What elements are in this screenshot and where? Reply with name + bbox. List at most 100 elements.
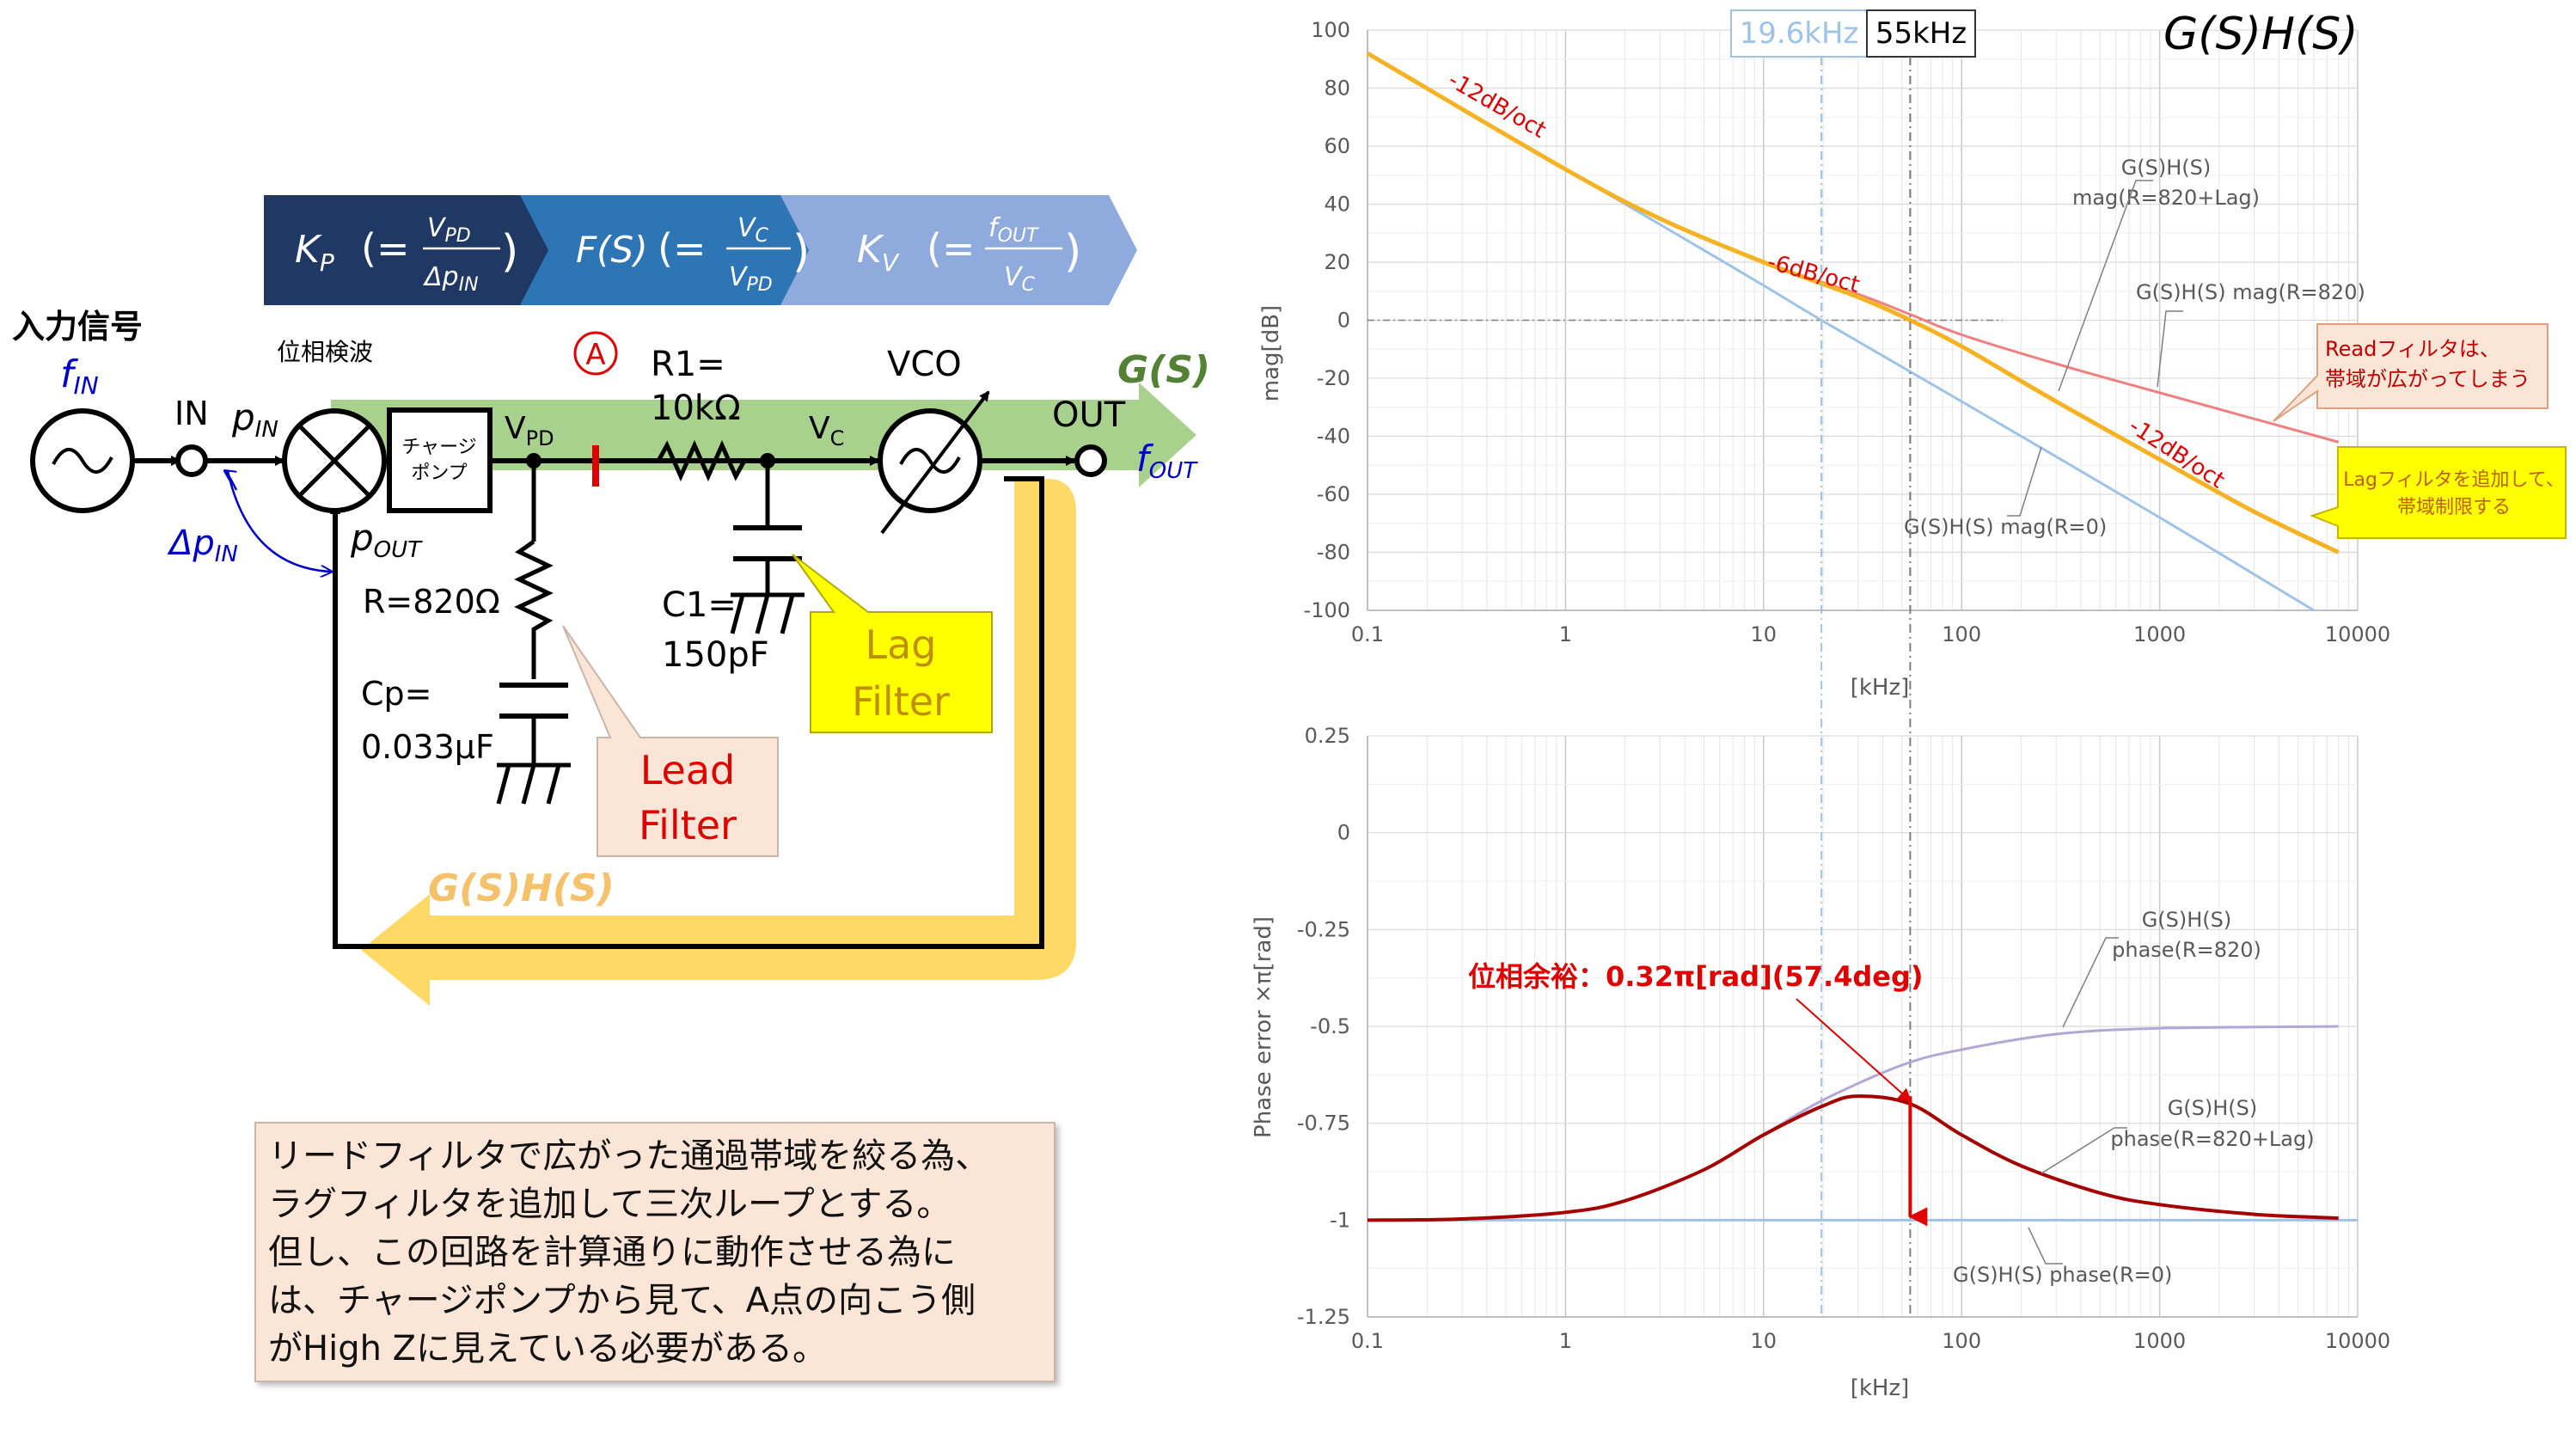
y-tick-label: -0.75 xyxy=(1297,1111,1350,1136)
p-out-label: p xyxy=(350,517,374,559)
charge-pump-label-2: ポンプ xyxy=(411,462,467,484)
note-line-5: がHigh Zに見えている必要がある。 xyxy=(268,1329,828,1369)
y-tick-label: -40 xyxy=(1317,425,1350,449)
read-callout-line-2: 帯域が広がってしまう xyxy=(2325,367,2530,391)
chevron-fs-den-sub: PD xyxy=(747,274,773,296)
cp-label-1: Cp= xyxy=(361,675,432,713)
gshs-label: G(S)H(S) xyxy=(428,867,615,910)
y-tick-label: -60 xyxy=(1317,482,1350,506)
p-in-label: p xyxy=(231,396,255,438)
ground-icon-2 xyxy=(730,592,805,634)
ph-lag-label-1: G(S)H(S) xyxy=(2168,1096,2258,1120)
svg-text:ΔpIN: ΔpIN xyxy=(423,262,479,296)
y-tick-label: 40 xyxy=(1324,193,1350,217)
r1-label-1: R1= xyxy=(651,345,725,384)
chevron-kp-close: ) xyxy=(501,226,518,278)
point-a-label: A xyxy=(585,338,605,372)
cp-label-2: 0.033μF xyxy=(361,728,494,766)
lag-filter-label-2: Filter xyxy=(852,678,950,725)
svg-text:ΔpIN: ΔpIN xyxy=(167,524,238,567)
chevron-kp-den-sub: IN xyxy=(459,274,479,296)
svg-text:fOUT: fOUT xyxy=(1136,438,1198,484)
explanation-note: リードフィルタで広がった通過帯域を絞る為、 ラグフィルタを追加して三次ループとす… xyxy=(254,1122,1055,1382)
vco-label: VCO xyxy=(887,345,962,384)
svg-text:VPD: VPD xyxy=(505,411,554,450)
ground-icon xyxy=(496,762,571,805)
ph-r0-label: G(S)H(S) phase(R=0) xyxy=(1953,1263,2172,1287)
chevron-kp-num: V xyxy=(427,213,447,243)
marker-19-6khz: 19.6kHz xyxy=(1740,16,1859,51)
lag-filter-label-1: Lag xyxy=(865,622,936,668)
mag-r0-label: G(S)H(S) mag(R=0) xyxy=(1904,515,2107,539)
chevron-kp-label: K xyxy=(295,228,322,272)
svg-text:KV: KV xyxy=(857,228,900,277)
out-label: OUT xyxy=(1052,395,1126,435)
lead-resistor-icon xyxy=(514,539,554,679)
note-line-1: リードフィルタで広がった通過帯域を絞る為、 xyxy=(268,1136,990,1176)
x-tick-label: 10000 xyxy=(2325,1329,2390,1353)
svg-text:VPD: VPD xyxy=(427,213,471,247)
mag-lag-label-2: mag(R=820+Lag) xyxy=(2072,186,2260,210)
chevron-kv-label: K xyxy=(857,228,884,272)
chevron-fs-num-sub: C xyxy=(756,225,769,247)
svg-text:VC: VC xyxy=(1004,262,1036,296)
chevron-fs-close: ) xyxy=(792,226,810,278)
chart-title: G(S)H(S) xyxy=(2163,9,2359,60)
x-tick-label: 0.1 xyxy=(1351,622,1384,646)
y-tick-label: 0 xyxy=(1337,309,1350,333)
vc-sub: C xyxy=(830,426,845,450)
x-tick-label: 10 xyxy=(1751,622,1778,646)
mag-y-axis-label: mag[dB] xyxy=(1258,305,1284,401)
y-tick-label: 0 xyxy=(1337,821,1350,845)
x-tick-label: 0.1 xyxy=(1351,1329,1384,1353)
series-line-2 xyxy=(1367,1094,2339,1222)
ph-r820-label-2: phase(R=820) xyxy=(2112,938,2261,962)
chevron-kp xyxy=(264,195,554,305)
ph-lag-label-2: phase(R=820+Lag) xyxy=(2110,1127,2314,1151)
read-filter-callout xyxy=(2273,323,2548,422)
svg-text:VPD: VPD xyxy=(729,262,773,296)
lag-note-callout xyxy=(2310,446,2567,539)
ph-r820-label-1: G(S)H(S) xyxy=(2142,908,2232,932)
svg-text:pIN: pIN xyxy=(231,396,278,443)
x-tick-label: 100 xyxy=(1942,622,1981,646)
x-tick-label: 1 xyxy=(1559,1329,1572,1353)
chevron-kp-num-sub: PD xyxy=(445,225,471,247)
chevron-kp-den: Δp xyxy=(423,262,459,292)
chevron-kv-den: V xyxy=(1004,262,1024,292)
y-tick-label: -1 xyxy=(1330,1208,1350,1232)
x-tick-label: 1000 xyxy=(2133,622,2186,646)
lead-filter-callout xyxy=(562,625,779,857)
chevron-fs-label: F(S) xyxy=(576,229,648,271)
note-line-3: 但し、この回路を計算通りに動作させる為に xyxy=(268,1233,956,1272)
chevron-fs-num: V xyxy=(737,213,757,243)
f-in-sub: IN xyxy=(74,371,99,400)
lag-callout-line-1: Lagフィルタを追加して、 xyxy=(2343,469,2565,491)
x-tick-label: 100 xyxy=(1942,1329,1981,1353)
lead-filter-label-2: Filter xyxy=(639,802,737,848)
svg-text:KP: KP xyxy=(295,228,334,277)
circuit-diagram: KP (= VPD ΔpIN ) F(S) (= VC VPD ) KV (= … xyxy=(12,195,1210,1006)
p-out-sub: OUT xyxy=(374,537,423,563)
chevron-fs xyxy=(520,195,815,305)
phase-detector-label: 位相検波 xyxy=(277,338,373,366)
x-tick-label: 10000 xyxy=(2325,622,2390,646)
r-value-label: R=820Ω xyxy=(363,583,500,621)
svg-text:fIN: fIN xyxy=(60,352,99,400)
series-line-2 xyxy=(1366,51,2340,554)
phase-margin-label: 位相余裕：0.32π[rad](57.4deg) xyxy=(1468,960,1924,993)
svg-text:VC: VC xyxy=(737,213,769,247)
slope-label-3: -12dB/oct xyxy=(2124,413,2229,494)
y-tick-label: -20 xyxy=(1317,366,1350,390)
gshs-loop-band xyxy=(361,479,1076,1006)
f-out-sub: OUT xyxy=(1149,458,1198,484)
phase-y-axis-label: Phase error ×π[rad] xyxy=(1251,916,1276,1138)
svg-text:pOUT: pOUT xyxy=(350,517,423,563)
chevron-kv-den-sub: C xyxy=(1022,274,1036,296)
mag-chart: 0.1 1 10 100 1000 10000 100 80 60 40 20 0 -20 -40 -60 -… xyxy=(1258,18,2390,701)
input-signal-label: 入力信号 xyxy=(12,308,143,346)
chevron-kv xyxy=(780,195,1137,305)
charge-pump-box xyxy=(387,407,493,513)
y-tick-label: 20 xyxy=(1324,250,1350,274)
y-tick-label: 0.25 xyxy=(1305,724,1350,748)
